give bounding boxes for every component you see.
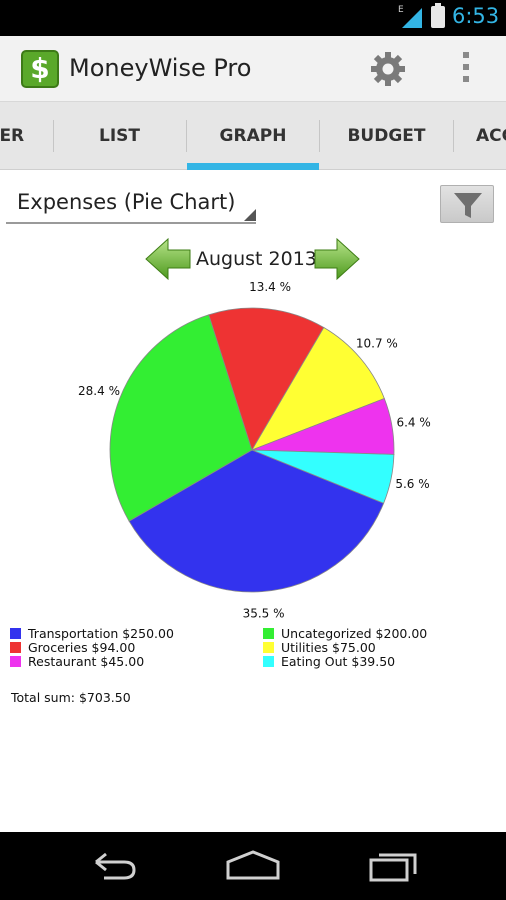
settings-gear-icon[interactable] (369, 50, 407, 88)
pie-label-restaurant: 6.4 % (396, 415, 430, 429)
home-icon[interactable] (223, 848, 283, 884)
pie-slice-groceries (208, 307, 325, 451)
status-clock: 6:53 (452, 4, 500, 28)
back-icon[interactable] (82, 848, 142, 884)
legend-swatch (263, 628, 274, 639)
app-title: MoneyWise Pro (69, 54, 252, 82)
pie-label-uncategorized: 28.4 % (78, 384, 120, 398)
arrow-left-icon[interactable] (144, 236, 192, 282)
tab-budget[interactable]: BUDGET (347, 126, 426, 146)
tab-partial-left[interactable]: TER (0, 126, 25, 146)
pie-slice-utilities (251, 326, 385, 451)
legend-label: Utilities $75.00 (281, 640, 376, 655)
network-type-label: E (398, 5, 404, 15)
action-bar: $ MoneyWise Pro (0, 36, 506, 102)
pie-slice-uncategorized (109, 314, 253, 522)
system-nav-bar (0, 832, 506, 900)
legend-swatch (10, 656, 21, 667)
graph-type-value: Expenses (Pie Chart) (17, 190, 236, 214)
tab-divider (319, 120, 320, 152)
pie-label-transportation: 35.5 % (243, 607, 285, 620)
signal-icon (402, 8, 422, 28)
selected-tab-indicator (187, 163, 319, 170)
spinner-triangle-icon (244, 209, 256, 221)
legend-swatch (263, 656, 274, 667)
filter-button[interactable] (440, 185, 494, 223)
total-sum: Total sum: $703.50 (11, 690, 131, 705)
pie-label-groceries: 13.4 % (249, 280, 291, 294)
period-navigator: August 2013 (0, 232, 506, 286)
tab-divider (53, 120, 54, 152)
status-bar: E 6:53 (0, 0, 506, 36)
legend-label: Uncategorized $200.00 (281, 626, 428, 641)
tab-divider (453, 120, 454, 152)
tab-bar: TER LIST GRAPH BUDGET ACC (0, 102, 506, 170)
legend-swatch (10, 642, 21, 653)
tab-partial-right[interactable]: ACC (476, 126, 506, 146)
recent-apps-icon[interactable] (365, 848, 425, 884)
pie-label-eating-out: 5.6 % (395, 477, 429, 491)
tab-divider (186, 120, 187, 152)
battery-icon (431, 3, 445, 28)
legend-swatch (263, 642, 274, 653)
graph-type-spinner[interactable]: Expenses (Pie Chart) (6, 186, 256, 224)
legend-label: Groceries $94.00 (28, 640, 136, 655)
expenses-pie-chart: 35.5 % 28.4 % 13.4 % 10.7 % 6.4 % 5.6 % (78, 280, 431, 620)
arrow-right-icon[interactable] (313, 236, 361, 282)
funnel-icon (454, 193, 482, 218)
pie-slice-eating-out (251, 449, 395, 504)
legend-label: Transportation $250.00 (28, 626, 174, 641)
legend-swatch (10, 628, 21, 639)
period-label: August 2013 (196, 248, 317, 270)
tab-graph[interactable]: GRAPH (219, 126, 287, 146)
overflow-menu-icon[interactable] (460, 52, 472, 86)
tab-list[interactable]: LIST (99, 126, 140, 146)
legend-label: Restaurant $45.00 (28, 654, 145, 669)
pie-label-utilities: 10.7 % (356, 337, 398, 351)
legend-label: Eating Out $39.50 (281, 654, 396, 669)
app-logo-glyph: $ (30, 52, 50, 85)
pie-slice-transportation (128, 449, 385, 593)
app-logo-icon[interactable]: $ (21, 50, 59, 88)
